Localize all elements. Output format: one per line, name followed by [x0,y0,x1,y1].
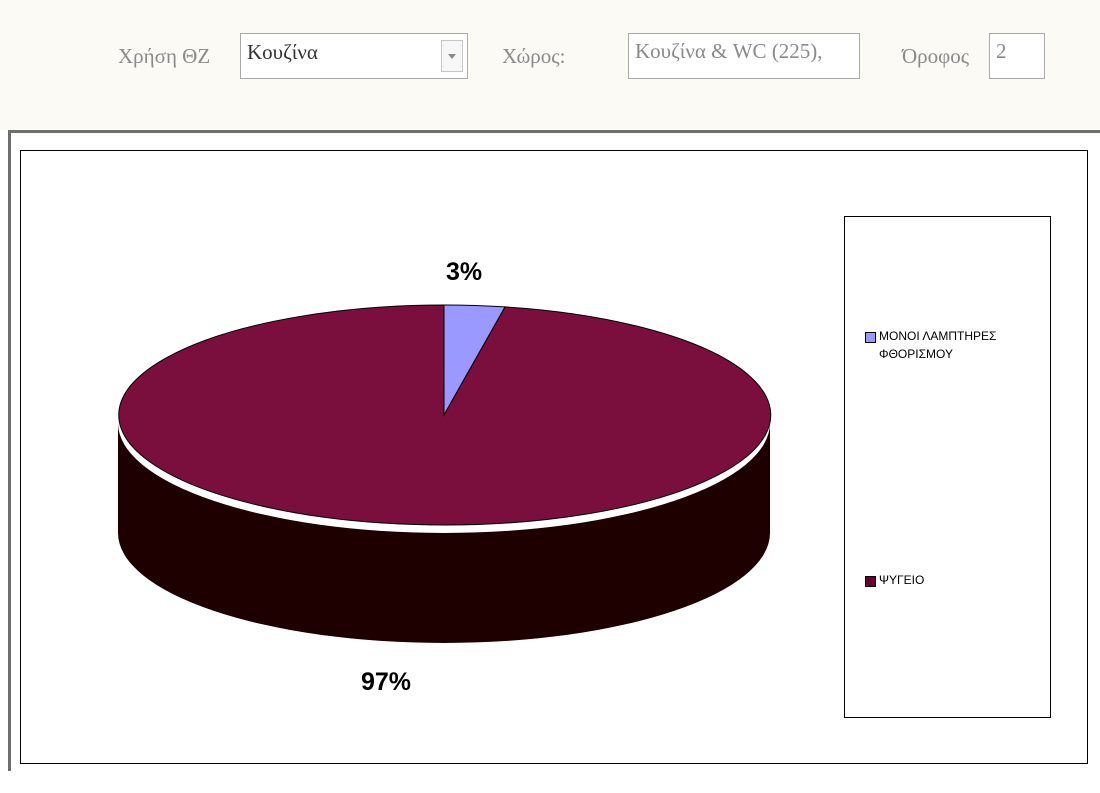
legend-item-fridge: ΨΥΓΕΙΟ [865,573,924,592]
chart-legend: ΜΟΝΟΙ ΛΑΜΠΤΗΡΕΣ ΦΘΟΡΙΣΜΟΥ ΨΥΓΕΙΟ [844,216,1051,718]
usage-select-value: Κουζίνα [247,40,318,64]
legend-text-lamps-line1: ΜΟΝΟΙ ΛΑΜΠΤΗΡΕΣ [879,329,997,343]
legend-swatch-fridge [865,576,876,587]
chevron-down-icon[interactable] [441,40,463,72]
pie-chart [118,304,772,643]
usage-label: Χρήση ΘΖ [118,44,211,68]
space-label: Χώρος: [502,44,566,68]
data-label-fridge: 97% [361,668,412,696]
usage-select[interactable]: Κουζίνα [240,33,468,79]
floor-field[interactable]: 2 [989,33,1045,79]
pie-slice-fridge [118,304,772,526]
legend-swatch-lamps [865,332,876,343]
floor-label: Όροφος [902,44,970,68]
legend-item-lamps: ΜΟΝΟΙ ΛΑΜΠΤΗΡΕΣ ΦΘΟΡΙΣΜΟΥ [865,329,996,366]
legend-text-lamps-line2: ΦΘΟΡΙΣΜΟΥ [879,347,953,361]
pie-side-wall [118,423,770,643]
data-label-lamps: 3% [446,258,483,286]
filter-bar: Χρήση ΘΖ Κουζίνα Χώρος: Κουζίνα & WC (22… [0,0,1100,130]
chart-area: 3% 97% ΜΟΝΟΙ ΛΑΜΠΤΗΡΕΣ ΦΘΟΡΙΣΜΟΥ ΨΥΓΕΙΟ [20,150,1088,764]
legend-text-fridge: ΨΥΓΕΙΟ [879,573,925,587]
space-field[interactable]: Κουζίνα & WC (225), [628,33,860,79]
chart-frame [8,130,1100,771]
